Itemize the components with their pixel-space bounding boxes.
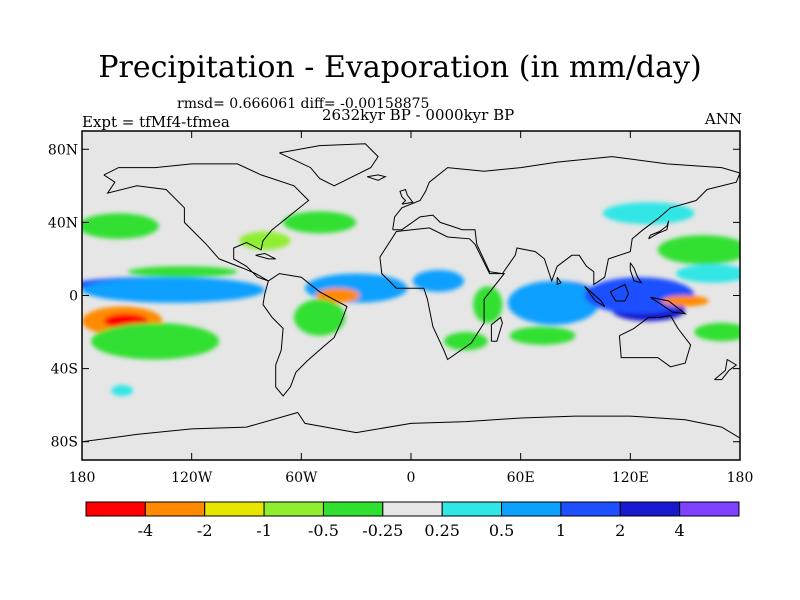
experiment-label: Expt = tfMf4-tfmea <box>82 113 230 131</box>
colorbar-label: -1 <box>256 521 272 540</box>
colorbar-swatch <box>441 501 503 517</box>
coastline-africa <box>379 227 506 361</box>
anomaly-itcz-pacific-green <box>127 266 238 278</box>
lon-tick-label: 180 <box>69 470 96 486</box>
lat-tick-label: 0 <box>69 289 78 305</box>
anomaly-indian-ocean-s-green <box>509 326 576 345</box>
colorbar: -4 -2 -1 -0.5 -0.25 0.25 0.5 1 2 4 <box>85 501 740 540</box>
coastline-sumatra <box>584 286 606 307</box>
lat-tick-label: 40N <box>48 215 78 231</box>
anomaly-west-pacific-orange <box>661 295 709 307</box>
anomaly-southern-ocean-cyan <box>111 385 134 397</box>
colorbar-label: 1 <box>556 521 566 540</box>
coastline-north-america <box>103 163 310 282</box>
anomaly-itcz-pacific-light <box>82 277 265 303</box>
anomaly-north-atlantic-band <box>283 211 357 234</box>
colorbar-swatch <box>322 501 384 517</box>
coastline-philippines <box>629 262 643 284</box>
lon-tick-label: 0 <box>407 470 416 486</box>
coastline-south-america <box>262 273 348 397</box>
colorbar-swatch <box>263 501 324 517</box>
latitude-axis: 80N 40N 0 40S 80S <box>48 142 740 451</box>
coastline-iceland <box>366 174 387 181</box>
coastline-australia <box>618 315 692 368</box>
colorbar-label: -0.5 <box>308 521 339 540</box>
colorbar-swatch <box>204 501 265 517</box>
coastline-japan <box>648 220 670 240</box>
lat-tick-label: 40S <box>51 362 78 378</box>
coastline-uk <box>399 188 414 205</box>
anomaly-north-atlantic-light <box>239 231 291 250</box>
coastline-borneo <box>609 283 630 302</box>
colorbar-swatch <box>144 501 206 517</box>
anomaly-south-america-dry <box>315 288 360 303</box>
anomaly-south-america-green <box>294 299 346 336</box>
period-label: 2632kyr BP - 0000kyr BP <box>322 106 515 124</box>
anomaly-east-asia-cyan <box>602 202 695 225</box>
anomaly-east-africa-green <box>473 286 503 323</box>
lon-tick-label: 60E <box>507 470 535 486</box>
figure-title: Precipitation - Evaporation (in mm/day) <box>98 50 702 85</box>
colorbar-label: 2 <box>615 521 625 540</box>
anomaly-indian-ocean-light <box>507 280 600 325</box>
coastline-sri-lanka <box>556 276 562 286</box>
colorbar-label: 0.25 <box>424 521 460 540</box>
anomaly-maritime-continent-blue <box>584 277 695 314</box>
season-label: ANN <box>704 110 742 128</box>
coastline-madagascar <box>490 316 503 342</box>
anomaly-south-pacific-w-green <box>694 322 740 342</box>
colorbar-label: -4 <box>138 521 154 540</box>
lat-tick-label: 80N <box>48 142 78 158</box>
anomaly-nw-pacific-green <box>657 235 740 265</box>
lon-tick-label: 120W <box>171 470 213 486</box>
anomaly-southern-africa-green <box>443 332 488 351</box>
colorbar-label: 0.5 <box>489 521 514 540</box>
colorbar-swatch <box>501 501 562 517</box>
anomaly-nw-pacific-cyan <box>676 264 740 283</box>
colorbar-swatch <box>619 501 681 517</box>
colorbar-label: 4 <box>675 521 685 540</box>
colorbar-swatch <box>382 501 443 517</box>
anomaly-north-pacific-band <box>82 213 159 239</box>
coastline-cuba <box>255 252 276 260</box>
colorbar-swatch <box>560 501 621 517</box>
lon-tick-label: 60W <box>285 470 318 486</box>
anomaly-south-pacific-band <box>91 322 220 360</box>
coastline-antarctica <box>82 411 740 443</box>
anomaly-field <box>82 202 740 397</box>
coastline-eurasia <box>392 156 740 286</box>
coastline-greenland <box>279 143 379 187</box>
coastlines <box>82 143 740 443</box>
lon-tick-label: 180 <box>727 470 754 486</box>
lat-tick-label: 80S <box>51 435 78 451</box>
colorbar-label: -0.25 <box>362 521 403 540</box>
anomaly-central-africa-wet <box>412 269 465 292</box>
coastline-new-zealand <box>714 358 738 381</box>
stats-line: rmsd= 0.666061 diff= -0.00158875 <box>177 96 430 112</box>
lon-tick-label: 120E <box>612 470 649 486</box>
longitude-axis: 180 120W 60W 0 60E 120E 180 <box>69 131 754 486</box>
coastline-new-guinea <box>650 296 687 315</box>
colorbar-label: -2 <box>197 521 213 540</box>
colorbar-swatch <box>679 501 740 517</box>
colorbar-swatch <box>85 501 146 517</box>
